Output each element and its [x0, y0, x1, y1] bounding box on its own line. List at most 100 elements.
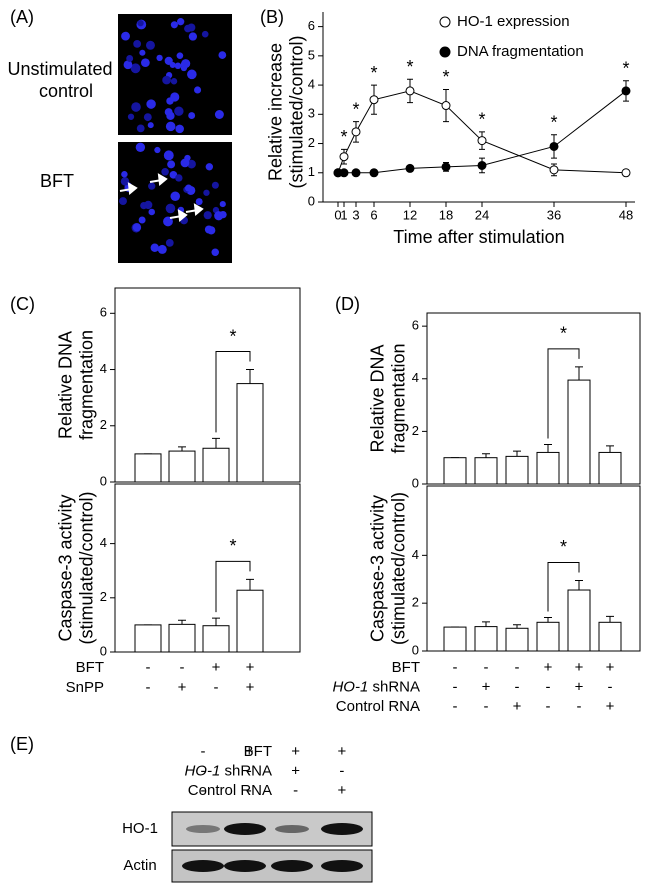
y-axis-label: (stimulated/control) — [286, 35, 306, 188]
condition-sign: - — [201, 762, 206, 779]
bar — [474, 626, 498, 652]
blot-label: HO-1 — [122, 820, 158, 837]
x-axis-label: Time after stimulation — [393, 227, 564, 247]
condition-label-text: Control RNA — [188, 782, 272, 799]
plot-frame — [426, 485, 641, 652]
significance: * — [622, 58, 629, 78]
condition-sign: - — [546, 678, 551, 695]
condition-sign: + — [291, 762, 300, 779]
condition-label: BFT — [76, 659, 104, 676]
y-tick-label: 2 — [100, 589, 107, 604]
error-bar — [575, 366, 583, 381]
marker — [549, 165, 559, 175]
marker — [369, 95, 379, 105]
micrograph — [118, 142, 232, 263]
condition-sign: + — [482, 678, 491, 695]
x-tick-label: 24 — [475, 207, 489, 222]
condition-sign: + — [513, 698, 522, 715]
panel-label: (E) — [10, 734, 34, 754]
condition-sign: + — [212, 659, 221, 676]
condition-sign: + — [338, 782, 347, 799]
condition-sign: + — [338, 743, 347, 760]
marker — [339, 168, 349, 178]
marker — [369, 168, 379, 178]
error-bar — [212, 617, 220, 626]
condition-sign: - — [180, 659, 185, 676]
x-tick-label: 3 — [352, 207, 359, 222]
bracket — [547, 561, 580, 612]
marker — [405, 86, 415, 96]
panel-label: (C) — [10, 294, 35, 314]
y-axis-label: Relative DNA — [367, 344, 387, 452]
x-tick-label: 1 — [340, 207, 347, 222]
bands — [182, 823, 363, 872]
x-tick-label: 18 — [439, 207, 453, 222]
bar — [236, 589, 264, 653]
y-tick-label: 0 — [100, 473, 107, 488]
y-tick-label: 4 — [412, 547, 419, 562]
error-bar — [178, 446, 186, 452]
legend-marker — [439, 46, 451, 58]
error-bar — [606, 445, 614, 453]
error-bar — [606, 615, 614, 623]
significance: * — [478, 110, 485, 130]
condition-label-text: BFT — [76, 659, 104, 676]
bar — [505, 627, 529, 652]
y-axis-label: (stimulated/control) — [76, 491, 96, 644]
condition-label-text: shRNA — [372, 678, 420, 695]
marker — [549, 141, 559, 151]
condition-sign: - — [146, 679, 151, 696]
condition-sign: + — [606, 659, 615, 676]
bracket — [215, 560, 251, 613]
condition-label: Control RNA — [336, 698, 420, 715]
condition-label-italic: HO-1 — [184, 762, 220, 779]
bar — [443, 457, 467, 485]
y-tick-label: 6 — [100, 305, 107, 320]
marker — [441, 101, 451, 111]
bar — [536, 451, 560, 485]
marker — [351, 168, 361, 178]
bar — [443, 626, 467, 652]
y-tick-label: 0 — [412, 642, 419, 657]
plot-frame — [426, 312, 641, 485]
x-tick-label: 48 — [619, 207, 633, 222]
significance: * — [442, 67, 449, 87]
bar — [134, 624, 162, 653]
y-axis-label: fragmentation — [388, 343, 408, 453]
significance: * — [406, 57, 413, 77]
bar — [567, 379, 591, 485]
marker — [477, 136, 487, 146]
significance: * — [229, 326, 236, 346]
marker — [405, 163, 415, 173]
marker — [621, 168, 631, 178]
panel-label: (D) — [335, 294, 360, 314]
condition-label-text: BFT — [392, 659, 420, 676]
bar — [567, 589, 591, 652]
row-label: control — [39, 81, 93, 101]
condition-sign: - — [608, 678, 613, 695]
y-axis-label: (stimulated/control) — [388, 492, 408, 645]
bar — [168, 623, 196, 653]
marker — [339, 152, 349, 162]
row-label: BFT — [40, 171, 74, 191]
marker — [477, 160, 487, 170]
y-tick-label: 2 — [308, 135, 315, 150]
condition-sign: - — [339, 762, 344, 779]
condition-sign: + — [544, 659, 553, 676]
y-tick-label: 1 — [308, 164, 315, 179]
y-tick-label: 4 — [100, 535, 107, 550]
condition-sign: - — [247, 782, 252, 799]
bar — [202, 625, 230, 653]
bar — [134, 453, 162, 483]
bar — [598, 451, 622, 485]
condition-label-text: shRNA — [224, 762, 272, 779]
bar — [598, 621, 622, 652]
condition-sign: - — [484, 659, 489, 676]
condition-sign: - — [247, 762, 252, 779]
error-bar — [544, 617, 552, 623]
error-bar — [246, 578, 254, 591]
marker — [351, 127, 361, 137]
error-bar — [212, 437, 220, 449]
